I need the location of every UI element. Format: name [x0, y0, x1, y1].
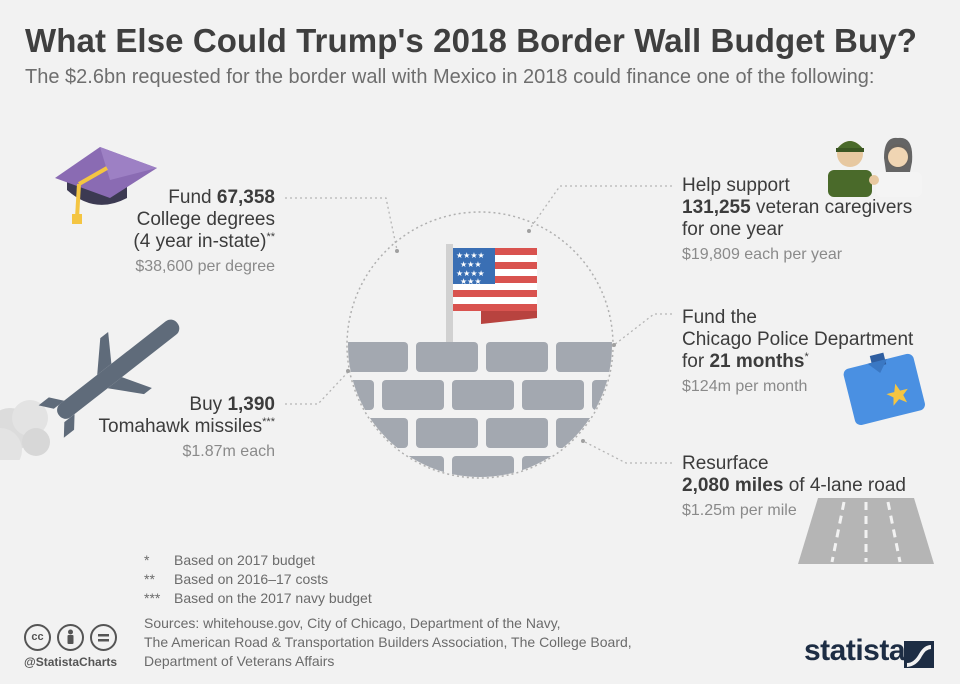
cc-icon[interactable]: cc — [24, 624, 51, 651]
svg-text:★★★★: ★★★★ — [456, 269, 485, 278]
page-title: What Else Could Trump's 2018 Border Wall… — [25, 22, 917, 59]
social-handle[interactable]: @StatistaCharts — [24, 655, 118, 669]
nd-icon[interactable] — [90, 624, 117, 651]
statista-logo[interactable]: statista — [804, 634, 906, 667]
footnotes: * Based on 2017 budget ** Based on 2016–17… — [144, 551, 372, 608]
police-shirt-icon — [843, 352, 925, 426]
page-subtitle: The $2.6bn requested for the border wall… — [25, 66, 875, 88]
item-police: Fund the Chicago Police Department for 2… — [682, 307, 914, 395]
svg-text:★★★: ★★★ — [460, 277, 482, 286]
connector-lines — [285, 185, 672, 464]
caregivers-icon — [828, 137, 922, 197]
item-missiles: Buy 1,390 Tomahawk missiles*** $1.87m ea… — [98, 394, 276, 460]
svg-text:★★★: ★★★ — [460, 260, 482, 269]
sources: Sources: whitehouse.gov, City of Chicago… — [144, 615, 632, 669]
by-icon[interactable] — [57, 624, 84, 651]
missile-icon — [0, 319, 180, 460]
item-road: Resurface 2,080 miles of 4-lane road $1.… — [682, 453, 906, 519]
graduation-cap-icon — [55, 147, 157, 224]
footnote: *** Based on the 2017 navy budget — [144, 590, 372, 606]
item-college: Fund 67,358 College degrees (4 year in-s… — [133, 187, 275, 275]
svg-text:★★★★: ★★★★ — [456, 251, 485, 260]
footnote: * Based on 2017 budget — [144, 552, 315, 568]
brick-wall — [348, 342, 612, 477]
item-veterans: Help support 131,255 veteran caregivers … — [682, 175, 913, 263]
statista-logo-icon — [904, 641, 934, 668]
footnote: ** Based on 2016–17 costs — [144, 571, 329, 587]
road-icon — [798, 498, 934, 564]
us-flag-icon: ★★★★ ★★★ ★★★★ ★★★ — [446, 244, 537, 342]
